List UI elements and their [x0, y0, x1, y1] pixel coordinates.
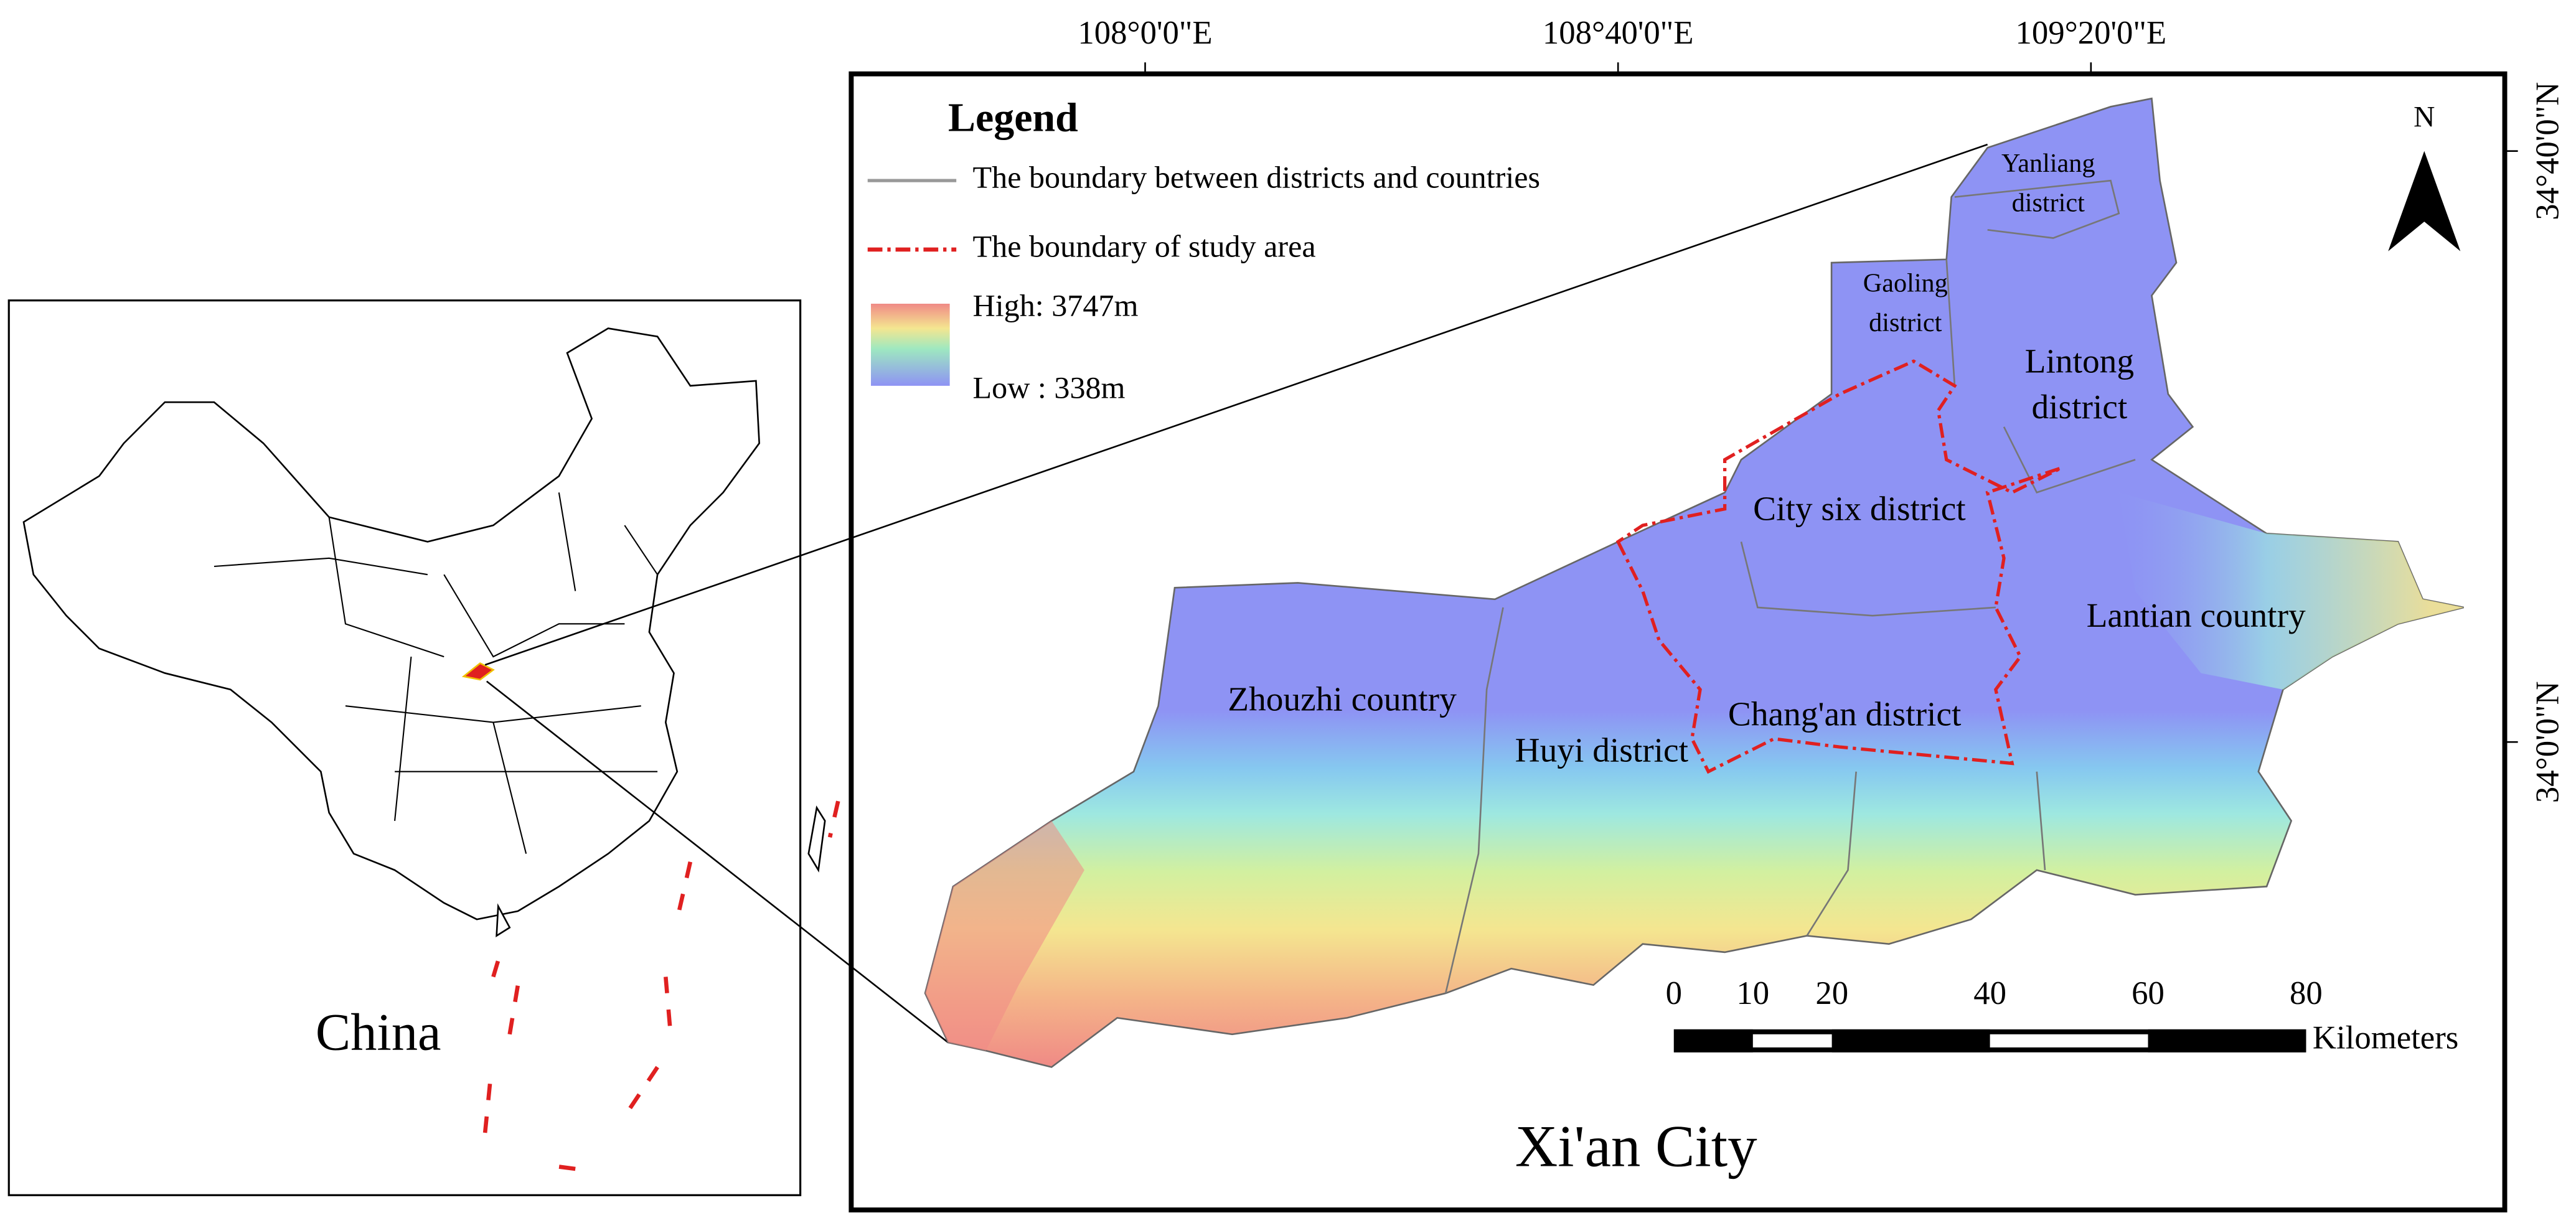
legend-ramp: [871, 303, 950, 386]
district-label: Gaoling: [1863, 269, 1948, 298]
longitude-label: 108°0'0"E: [1078, 15, 1212, 51]
legend-title: Legend: [948, 95, 1078, 140]
scale-segment: [1673, 1029, 1753, 1052]
district-label: district: [2031, 388, 2127, 426]
north-arrow: [2388, 151, 2461, 251]
latitude-label: 34°40'0"N: [2530, 82, 2566, 220]
elevation-east: [2118, 492, 2464, 690]
taiwan: [807, 805, 826, 873]
inset-label: China: [316, 1003, 441, 1061]
scale-tick-label: 80: [2290, 975, 2323, 1011]
district-label: Chang'an district: [1728, 695, 1962, 733]
scale-segment: [1831, 1029, 1990, 1052]
district-label: Huyi district: [1515, 731, 1689, 769]
district-label: district: [2012, 188, 2085, 217]
district-label: district: [1869, 308, 1942, 337]
district-label: Lantian country: [2087, 596, 2306, 634]
leader-line: [486, 680, 949, 1043]
province-boundaries: [214, 492, 659, 854]
legend-low: Low : 338m: [973, 370, 1126, 405]
map-title: Xi'an City: [1515, 1113, 1757, 1179]
district-label: Lintong: [2025, 342, 2134, 380]
north-label: N: [2414, 101, 2435, 133]
district-label: City six district: [1753, 490, 1966, 528]
scale-segment: [1990, 1034, 2148, 1048]
district-label: Zhouzhi country: [1228, 680, 1457, 718]
latitude-label: 34°0'0"N: [2530, 681, 2566, 803]
legend-high: High: 3747m: [973, 288, 1139, 322]
scale-segment: [2148, 1029, 2306, 1052]
elevation-peak: [925, 820, 1084, 1051]
district-labels: Yanliang district Gaoling district Lintong di…: [1228, 149, 2306, 769]
longitude-label: 108°40'0"E: [1543, 15, 1694, 51]
scale-segment: [1752, 1034, 1832, 1048]
legend-item: The boundary between districts and count…: [973, 160, 1540, 195]
longitude-label: 109°20'0"E: [2016, 15, 2167, 51]
district-label: Yanliang: [2001, 149, 2095, 178]
study-area-boundary: [1615, 359, 2062, 774]
legend-item: The boundary of study area: [973, 228, 1316, 263]
scale-tick-label: 60: [2132, 975, 2165, 1011]
xian-location: [461, 662, 495, 681]
leader-line: [484, 143, 1988, 666]
hainan: [496, 903, 511, 937]
china-outline: [22, 327, 761, 921]
scale-tick-label: 0: [1666, 975, 1682, 1011]
inset-frame: [7, 299, 802, 1196]
map-frame: [848, 71, 2508, 1212]
scale-tick-label: 10: [1736, 975, 1769, 1011]
scale-tick-label: 20: [1815, 975, 1848, 1011]
scale-bar: 0 10 20 40 60 80 Kilometers: [1666, 975, 2459, 1056]
district-boundaries: [1444, 179, 2136, 994]
scale-tick-label: 40: [1973, 975, 2006, 1011]
south-sea-boundary: [482, 800, 840, 1171]
scale-unit: Kilometers: [2313, 1019, 2458, 1056]
